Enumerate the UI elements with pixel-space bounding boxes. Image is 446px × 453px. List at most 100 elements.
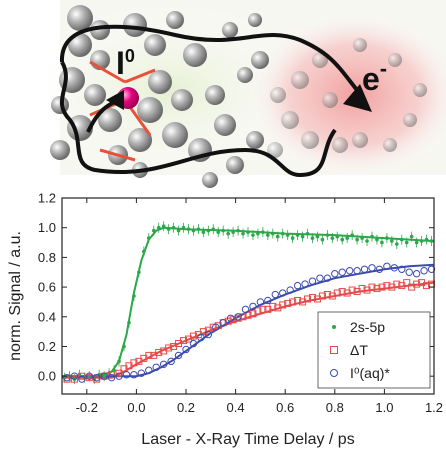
- point-series-1: [209, 323, 217, 331]
- point-series-1: [279, 301, 287, 309]
- water-atom: [332, 137, 348, 153]
- water-atom: [226, 156, 244, 174]
- point-series-2: [375, 265, 384, 273]
- point-series-0: [171, 225, 176, 230]
- point-series-0: [345, 236, 350, 240]
- point-series-0: [151, 228, 156, 233]
- point-series-2: [412, 270, 421, 278]
- point-series-2: [338, 268, 346, 276]
- point-series-1: [155, 348, 163, 356]
- point-series-2: [264, 296, 272, 305]
- point-series-0: [161, 224, 166, 229]
- point-series-1: [259, 305, 267, 313]
- point-series-2: [293, 281, 302, 290]
- x-tick-label: 1.0: [375, 400, 393, 415]
- point-series-2: [234, 313, 242, 321]
- water-atom: [248, 13, 262, 27]
- point-series-0: [241, 231, 245, 236]
- point-series-2: [152, 363, 160, 371]
- point-series-0: [370, 234, 374, 239]
- x-tick-label: 0.6: [276, 400, 294, 415]
- y-axis-ticks: 0.0 0.2 0.4 0.6 0.8 1.0 1.2: [38, 191, 434, 384]
- point-series-2: [137, 369, 146, 377]
- water-atom: [413, 83, 427, 97]
- water-atom: [67, 5, 93, 31]
- y-tick-label: 1.0: [38, 220, 56, 235]
- point-series-0: [191, 228, 196, 233]
- point-series-0: [290, 236, 295, 240]
- point-series-0: [156, 225, 161, 230]
- point-series-1: [284, 299, 292, 307]
- point-series-0: [102, 374, 106, 378]
- electron-glow: [245, 10, 446, 180]
- point-series-2: [159, 360, 168, 369]
- water-atom: [322, 92, 338, 108]
- point-series-0: [216, 230, 221, 234]
- electron-label: e-: [362, 56, 387, 97]
- water-atom: [205, 85, 225, 105]
- point-series-0: [117, 359, 121, 364]
- point-series-1: [78, 372, 86, 380]
- point-series-2: [93, 373, 101, 382]
- water-atom: [403, 113, 417, 127]
- water-atom: [183, 43, 207, 67]
- water-atom: [84, 84, 106, 106]
- x-tick-label: 0.2: [177, 400, 195, 415]
- point-series-2: [107, 373, 116, 382]
- point-series-2: [249, 302, 257, 311]
- water-atom: [98, 108, 122, 132]
- point-series-0: [112, 368, 116, 373]
- point-series-0: [320, 237, 325, 242]
- point-series-0: [399, 237, 404, 242]
- point-series-0: [87, 374, 92, 378]
- point-series-0: [206, 228, 211, 233]
- point-series-2: [345, 267, 354, 275]
- cavity-outline-top: [59, 24, 367, 102]
- point-series-2: [241, 305, 250, 314]
- point-series-0: [285, 233, 290, 237]
- point-series-1: [403, 279, 411, 287]
- data-points: [62, 221, 436, 385]
- point-series-0: [275, 234, 280, 239]
- point-series-2: [427, 265, 436, 273]
- point-series-2: [420, 267, 428, 275]
- point-series-2: [85, 372, 93, 380]
- water-atom: [281, 111, 299, 129]
- legend-marker-1: [330, 346, 338, 354]
- point-series-1: [358, 285, 366, 293]
- point-series-0: [236, 228, 240, 233]
- point-series-0: [340, 237, 345, 242]
- point-series-0: [256, 231, 260, 236]
- point-series-0: [385, 236, 389, 240]
- water-atom: [67, 115, 93, 141]
- point-series-1: [308, 293, 316, 301]
- point-series-2: [167, 357, 175, 366]
- point-series-1: [393, 280, 401, 288]
- point-series-2: [368, 264, 376, 272]
- point-series-0: [181, 225, 186, 230]
- point-series-1: [383, 282, 391, 290]
- point-series-1: [165, 344, 173, 352]
- point-series-0: [395, 242, 399, 246]
- point-series-0: [335, 234, 340, 239]
- point-series-1: [304, 295, 312, 303]
- x-tick-label: 0.0: [127, 400, 145, 415]
- chart: -0.2 0.0 0.2 0.4 0.6 0.8 1.0 1.2 0.00.20.40.60.…: [7, 191, 443, 449]
- water-atom: [51, 96, 69, 114]
- y-axis-label: norm. Signal / a.u.: [7, 231, 24, 361]
- point-series-1: [368, 283, 376, 291]
- point-series-1: [115, 369, 123, 377]
- point-series-2: [353, 267, 361, 275]
- water-atom: [353, 38, 367, 52]
- water-atom: [68, 33, 92, 57]
- point-series-0: [211, 227, 216, 231]
- water-atom: [137, 97, 163, 123]
- point-series-2: [383, 262, 391, 271]
- point-series-0: [147, 236, 151, 240]
- point-series-2: [122, 370, 131, 379]
- water-atom: [171, 89, 193, 111]
- water-atom: [383, 138, 397, 152]
- point-series-2: [204, 330, 213, 339]
- y-tick-label: 0.4: [38, 309, 56, 324]
- point-series-0: [122, 344, 126, 349]
